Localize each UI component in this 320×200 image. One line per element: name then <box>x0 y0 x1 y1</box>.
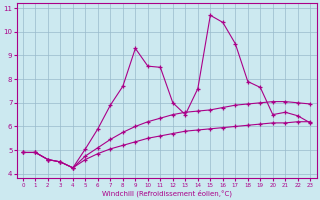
X-axis label: Windchill (Refroidissement éolien,°C): Windchill (Refroidissement éolien,°C) <box>101 189 232 197</box>
